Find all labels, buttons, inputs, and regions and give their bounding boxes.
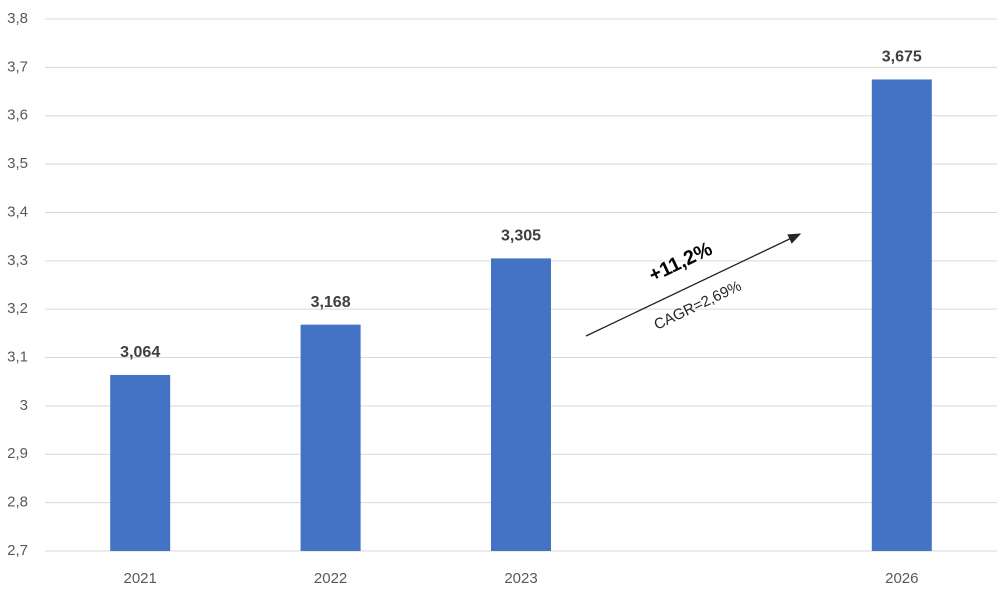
bar [110, 374, 171, 551]
bar [871, 79, 932, 552]
growth-arrow [585, 233, 802, 337]
y-tick-label: 2,8 [7, 494, 28, 511]
y-tick-label: 3,8 [7, 10, 28, 27]
value-label: 3,168 [311, 294, 351, 311]
value-label: 3,064 [120, 344, 160, 361]
y-tick-label: 3,7 [7, 58, 28, 75]
x-tick-label: 2021 [124, 570, 157, 587]
y-tick-label: 3,3 [7, 252, 28, 269]
y-tick-label: 3,4 [7, 203, 28, 220]
y-tick-label: 2,7 [7, 542, 28, 559]
x-tick-label: 2023 [504, 570, 537, 587]
bar [300, 324, 361, 551]
y-tick-label: 3,2 [7, 300, 28, 317]
bar [491, 258, 551, 551]
value-label: 3,675 [882, 49, 922, 66]
y-tick-label: 2,9 [7, 445, 28, 462]
cagr-annotation: CAGR=2,69% [651, 277, 744, 333]
y-tick-label: 3,5 [7, 155, 28, 172]
x-tick-label: 2026 [885, 570, 918, 587]
y-tick-label: 3 [20, 397, 28, 414]
y-tick-label: 3,6 [7, 107, 28, 124]
x-tick-label: 2022 [314, 570, 347, 587]
value-label: 3,305 [501, 228, 541, 245]
y-tick-label: 3,1 [7, 349, 28, 366]
